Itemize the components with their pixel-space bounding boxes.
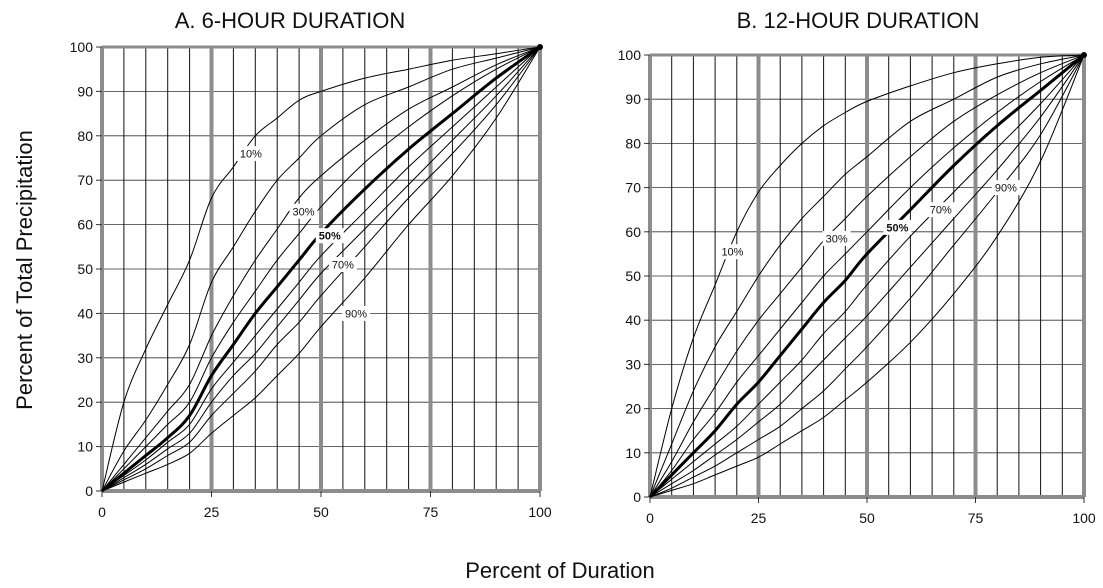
- curve-label-bg: [991, 180, 1020, 196]
- series-line-20pct: [649, 54, 1085, 498]
- y-tick-label: 60: [77, 217, 93, 233]
- curve-label-30pct: 30%: [292, 206, 314, 218]
- series-line-50pct: [648, 53, 1085, 499]
- x-tick-label: 100: [1072, 510, 1096, 526]
- y-tick-label: 0: [85, 483, 93, 499]
- x-tick-label: 75: [968, 510, 984, 526]
- curve-label-50pct: 50%: [319, 231, 341, 243]
- curve-label-50pct: 50%: [886, 222, 908, 234]
- series-line-80pct: [649, 54, 1085, 498]
- x-tick-label: 100: [528, 504, 552, 520]
- curve-label-bg: [315, 228, 344, 244]
- curve-label-bg: [926, 202, 955, 218]
- series-line-20pct: [101, 46, 541, 492]
- y-tick-label: 80: [77, 128, 93, 144]
- curve-label-90pct: 90%: [345, 308, 367, 320]
- y-tick-label: 20: [625, 401, 641, 417]
- y-tick-label: 40: [77, 305, 93, 321]
- x-tick-label: 50: [859, 510, 875, 526]
- series-line-40pct: [101, 46, 541, 492]
- y-tick-label: 50: [77, 261, 93, 277]
- curve-label-10pct: 10%: [721, 247, 743, 259]
- curve-label-90pct: 90%: [995, 183, 1017, 195]
- curve-label-bg: [883, 219, 912, 235]
- series-line-10pct: [649, 54, 1085, 498]
- series-line-50pct: [101, 45, 541, 493]
- series-line-70pct: [649, 54, 1085, 498]
- y-tick-label: 0: [633, 489, 641, 505]
- y-tick-label: 90: [625, 91, 641, 107]
- x-tick-label: 75: [423, 504, 439, 520]
- y-tick-label: 30: [77, 350, 93, 366]
- y-tick-label: 20: [77, 394, 93, 410]
- curve-label-bg: [236, 146, 265, 162]
- series-line-40pct: [649, 54, 1085, 498]
- x-tick-label: 25: [751, 510, 767, 526]
- series-line-30pct: [101, 46, 541, 492]
- panel-a-chart: A. 6-HOUR DURATION 0 10 20 30 40 50 60 70 80 90 100…: [70, 8, 552, 520]
- series-line-80pct: [101, 46, 541, 492]
- y-tick-label: 40: [625, 312, 641, 328]
- curve-label-bg: [718, 244, 747, 260]
- x-tick-label: 0: [646, 510, 654, 526]
- series-line-10pct: [101, 46, 541, 492]
- y-tick-label: 60: [625, 224, 641, 240]
- y-tick-label: 90: [77, 83, 93, 99]
- curve-label-70pct: 70%: [332, 260, 354, 272]
- end-point: [1081, 52, 1087, 58]
- curve-label-10pct: 10%: [240, 149, 262, 161]
- y-tick-label: 100: [618, 47, 642, 63]
- curve-label-bg: [289, 203, 318, 219]
- y-tick-label: 100: [70, 39, 94, 55]
- y-tick-label: 70: [625, 180, 641, 196]
- x-tick-label: 0: [98, 504, 106, 520]
- x-tick-label: 50: [313, 504, 329, 520]
- x-axis-title: Percent of Duration: [465, 558, 655, 583]
- series-line-60pct: [101, 46, 541, 492]
- series-line-60pct: [649, 54, 1085, 498]
- curve-label-70pct: 70%: [930, 205, 952, 217]
- curve-label-30pct: 30%: [826, 233, 848, 245]
- series-line-90pct: [649, 54, 1085, 498]
- series-line-70pct: [101, 46, 541, 492]
- chart-title-a: A. 6-HOUR DURATION: [175, 8, 406, 33]
- y-tick-label: 10: [77, 439, 93, 455]
- curve-label-bg: [822, 230, 851, 246]
- y-axis-title: Percent of Total Precipitation: [12, 130, 37, 410]
- x-tick-label: 25: [204, 504, 220, 520]
- y-tick-label: 30: [625, 356, 641, 372]
- y-tick-label: 50: [625, 268, 641, 284]
- curve-label-bg: [342, 305, 371, 321]
- series-line-90pct: [101, 46, 541, 492]
- panel-b-chart: B. 12-HOUR DURATION 0 10 20 30 40 50 60 70 80 90 10…: [618, 8, 1096, 526]
- y-tick-label: 80: [625, 135, 641, 151]
- chart-title-b: B. 12-HOUR DURATION: [737, 8, 980, 33]
- y-tick-label: 10: [625, 445, 641, 461]
- end-point: [537, 44, 543, 50]
- curve-label-bg: [328, 257, 357, 273]
- series-line-30pct: [649, 54, 1085, 498]
- y-tick-label: 70: [77, 172, 93, 188]
